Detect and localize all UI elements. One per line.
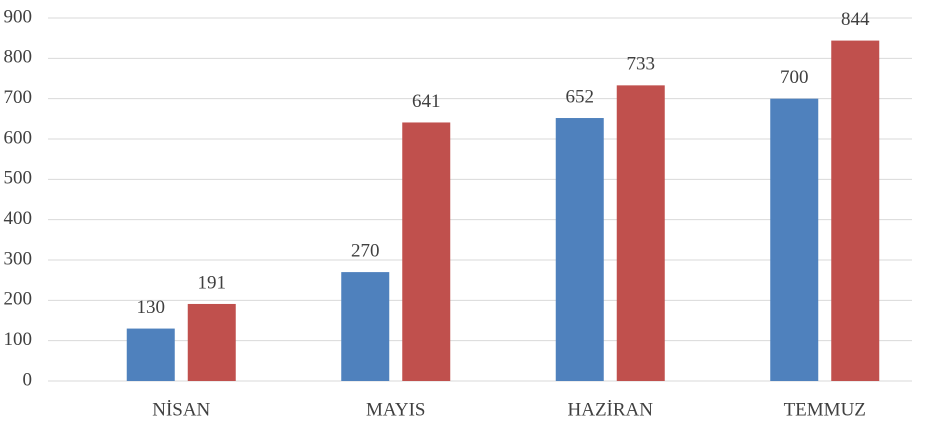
bar xyxy=(616,85,665,382)
y-tick-label: 0 xyxy=(23,369,33,390)
value-label: 652 xyxy=(566,86,595,107)
value-label: 270 xyxy=(351,240,380,261)
bar xyxy=(770,98,819,382)
y-tick-label: 700 xyxy=(4,87,33,108)
x-tick-label: NİSAN xyxy=(152,399,210,420)
bar xyxy=(187,303,236,381)
bar xyxy=(126,328,175,381)
bar xyxy=(555,118,604,381)
y-tick-label: 200 xyxy=(4,289,33,310)
y-tick-label: 500 xyxy=(4,168,33,189)
value-label: 641 xyxy=(412,91,441,112)
value-label: 700 xyxy=(780,67,809,88)
value-label: 844 xyxy=(841,9,870,30)
y-tick-label: 900 xyxy=(4,6,33,27)
y-tick-label: 800 xyxy=(4,47,33,68)
x-tick-label: HAZİRAN xyxy=(568,399,654,420)
value-label: 191 xyxy=(198,272,227,293)
bar xyxy=(402,122,451,382)
y-tick-label: 300 xyxy=(4,248,33,269)
bar xyxy=(341,272,390,381)
bar xyxy=(831,40,880,381)
value-label: 130 xyxy=(137,297,166,318)
y-tick-label: 400 xyxy=(4,208,33,229)
x-tick-label: MAYIS xyxy=(366,399,426,420)
y-tick-label: 600 xyxy=(4,127,33,148)
x-tick-label: TEMMUZ xyxy=(784,399,866,420)
y-tick-label: 100 xyxy=(4,329,33,350)
value-label: 733 xyxy=(627,54,656,75)
